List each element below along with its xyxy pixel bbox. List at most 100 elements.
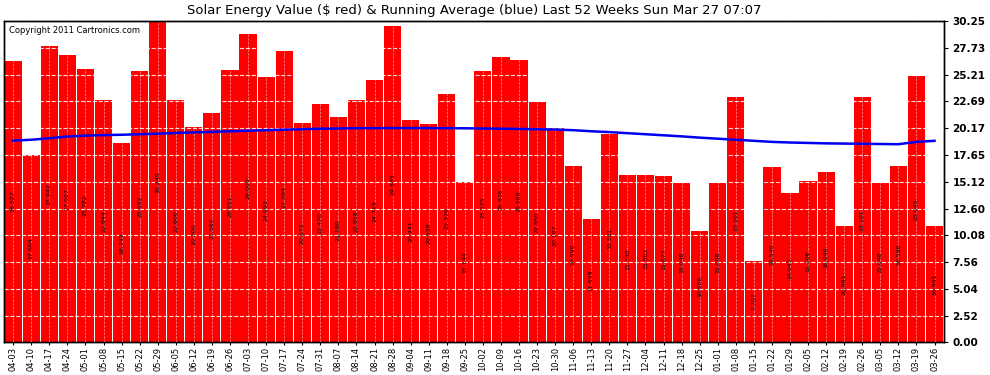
Text: 25.782: 25.782 bbox=[83, 195, 88, 216]
Text: 22.800: 22.800 bbox=[173, 210, 178, 232]
Bar bbox=[275, 51, 293, 342]
Text: 20.187: 20.187 bbox=[552, 224, 557, 246]
Text: 15.748: 15.748 bbox=[625, 248, 630, 270]
Text: 22.470: 22.470 bbox=[318, 212, 323, 234]
Text: 20.672: 20.672 bbox=[300, 222, 305, 243]
Text: 19.581: 19.581 bbox=[607, 228, 612, 249]
Text: 16.590: 16.590 bbox=[570, 243, 576, 265]
Bar bbox=[294, 123, 311, 342]
Text: 20.528: 20.528 bbox=[427, 223, 432, 244]
Bar bbox=[926, 226, 943, 342]
Text: 22.858: 22.858 bbox=[354, 210, 359, 232]
Bar bbox=[800, 181, 817, 342]
Bar bbox=[728, 97, 744, 342]
Bar bbox=[77, 69, 94, 342]
Text: 15.008: 15.008 bbox=[715, 252, 721, 273]
Text: 10.506: 10.506 bbox=[697, 276, 702, 297]
Text: 23.101: 23.101 bbox=[859, 209, 864, 231]
Bar bbox=[456, 182, 473, 342]
Bar bbox=[781, 193, 799, 342]
Text: 29.835: 29.835 bbox=[390, 173, 395, 195]
Text: 15.206: 15.206 bbox=[806, 251, 811, 272]
Bar bbox=[601, 134, 618, 342]
Bar bbox=[402, 120, 419, 342]
Bar bbox=[655, 176, 672, 342]
Text: 16.540: 16.540 bbox=[769, 244, 774, 266]
Bar bbox=[384, 26, 401, 342]
Bar bbox=[330, 117, 346, 342]
Text: 25.525: 25.525 bbox=[480, 196, 485, 217]
Bar bbox=[511, 60, 528, 342]
Bar bbox=[691, 231, 708, 342]
Bar bbox=[836, 226, 852, 342]
Bar bbox=[709, 183, 727, 342]
Bar bbox=[257, 77, 274, 342]
Text: 7.707: 7.707 bbox=[751, 292, 756, 310]
Text: 16.590: 16.590 bbox=[896, 243, 901, 265]
Bar bbox=[222, 70, 239, 342]
Bar bbox=[113, 143, 130, 342]
Text: 22.844: 22.844 bbox=[101, 210, 106, 232]
Bar bbox=[23, 155, 40, 342]
Bar bbox=[240, 34, 256, 342]
Bar bbox=[492, 57, 510, 342]
Text: 29.000: 29.000 bbox=[246, 178, 250, 199]
Text: 10.961: 10.961 bbox=[842, 273, 846, 295]
Text: 25.651: 25.651 bbox=[228, 195, 233, 217]
Text: 23.376: 23.376 bbox=[445, 207, 449, 229]
Bar bbox=[763, 167, 780, 342]
Bar bbox=[546, 128, 563, 342]
Bar bbox=[131, 71, 148, 342]
Text: 11.639: 11.639 bbox=[589, 270, 594, 291]
Text: 16.046: 16.046 bbox=[824, 246, 829, 268]
Text: 20.941: 20.941 bbox=[408, 220, 413, 242]
Bar bbox=[529, 102, 545, 342]
Bar bbox=[583, 219, 600, 342]
Text: 27.027: 27.027 bbox=[65, 188, 70, 210]
Bar bbox=[439, 94, 455, 342]
Bar bbox=[185, 127, 202, 342]
Bar bbox=[853, 97, 871, 342]
Bar bbox=[908, 76, 925, 342]
Text: 30.249: 30.249 bbox=[155, 171, 160, 193]
Bar bbox=[203, 113, 221, 342]
Text: 17.664: 17.664 bbox=[29, 238, 34, 260]
Text: 15.677: 15.677 bbox=[661, 248, 666, 270]
Bar bbox=[637, 175, 654, 342]
Text: 21.560: 21.560 bbox=[210, 217, 215, 238]
Bar bbox=[41, 46, 57, 342]
Bar bbox=[619, 175, 636, 342]
Bar bbox=[95, 100, 112, 342]
Text: 10.961: 10.961 bbox=[932, 273, 937, 295]
Text: 25.582: 25.582 bbox=[138, 196, 143, 217]
Text: 26.558: 26.558 bbox=[517, 190, 522, 212]
Bar bbox=[745, 261, 762, 342]
Text: 14.045: 14.045 bbox=[787, 257, 793, 279]
Text: 24.719: 24.719 bbox=[372, 200, 377, 222]
Bar bbox=[872, 183, 889, 342]
Bar bbox=[890, 166, 907, 342]
Bar bbox=[564, 166, 582, 342]
Text: 26.876: 26.876 bbox=[498, 189, 504, 210]
Text: 23.101: 23.101 bbox=[734, 209, 739, 231]
Text: 15.144: 15.144 bbox=[462, 251, 467, 273]
Bar bbox=[347, 100, 365, 342]
Text: 24.993: 24.993 bbox=[263, 199, 268, 220]
Text: 20.300: 20.300 bbox=[191, 224, 196, 245]
Bar bbox=[149, 21, 166, 342]
Text: 27.394: 27.394 bbox=[282, 186, 287, 208]
Bar bbox=[312, 104, 329, 342]
Bar bbox=[167, 100, 184, 342]
Text: 15.802: 15.802 bbox=[643, 248, 648, 269]
Text: 26.527: 26.527 bbox=[11, 190, 16, 212]
Text: 15.048: 15.048 bbox=[679, 252, 684, 273]
Bar bbox=[420, 124, 438, 342]
Text: 22.650: 22.650 bbox=[535, 211, 540, 233]
Bar bbox=[818, 172, 835, 342]
Text: 15.048: 15.048 bbox=[878, 252, 883, 273]
Text: 27.942: 27.942 bbox=[47, 183, 51, 205]
Text: 18.743: 18.743 bbox=[119, 232, 124, 254]
Bar bbox=[5, 61, 22, 342]
Bar bbox=[366, 80, 383, 342]
Text: 25.045: 25.045 bbox=[914, 199, 919, 220]
